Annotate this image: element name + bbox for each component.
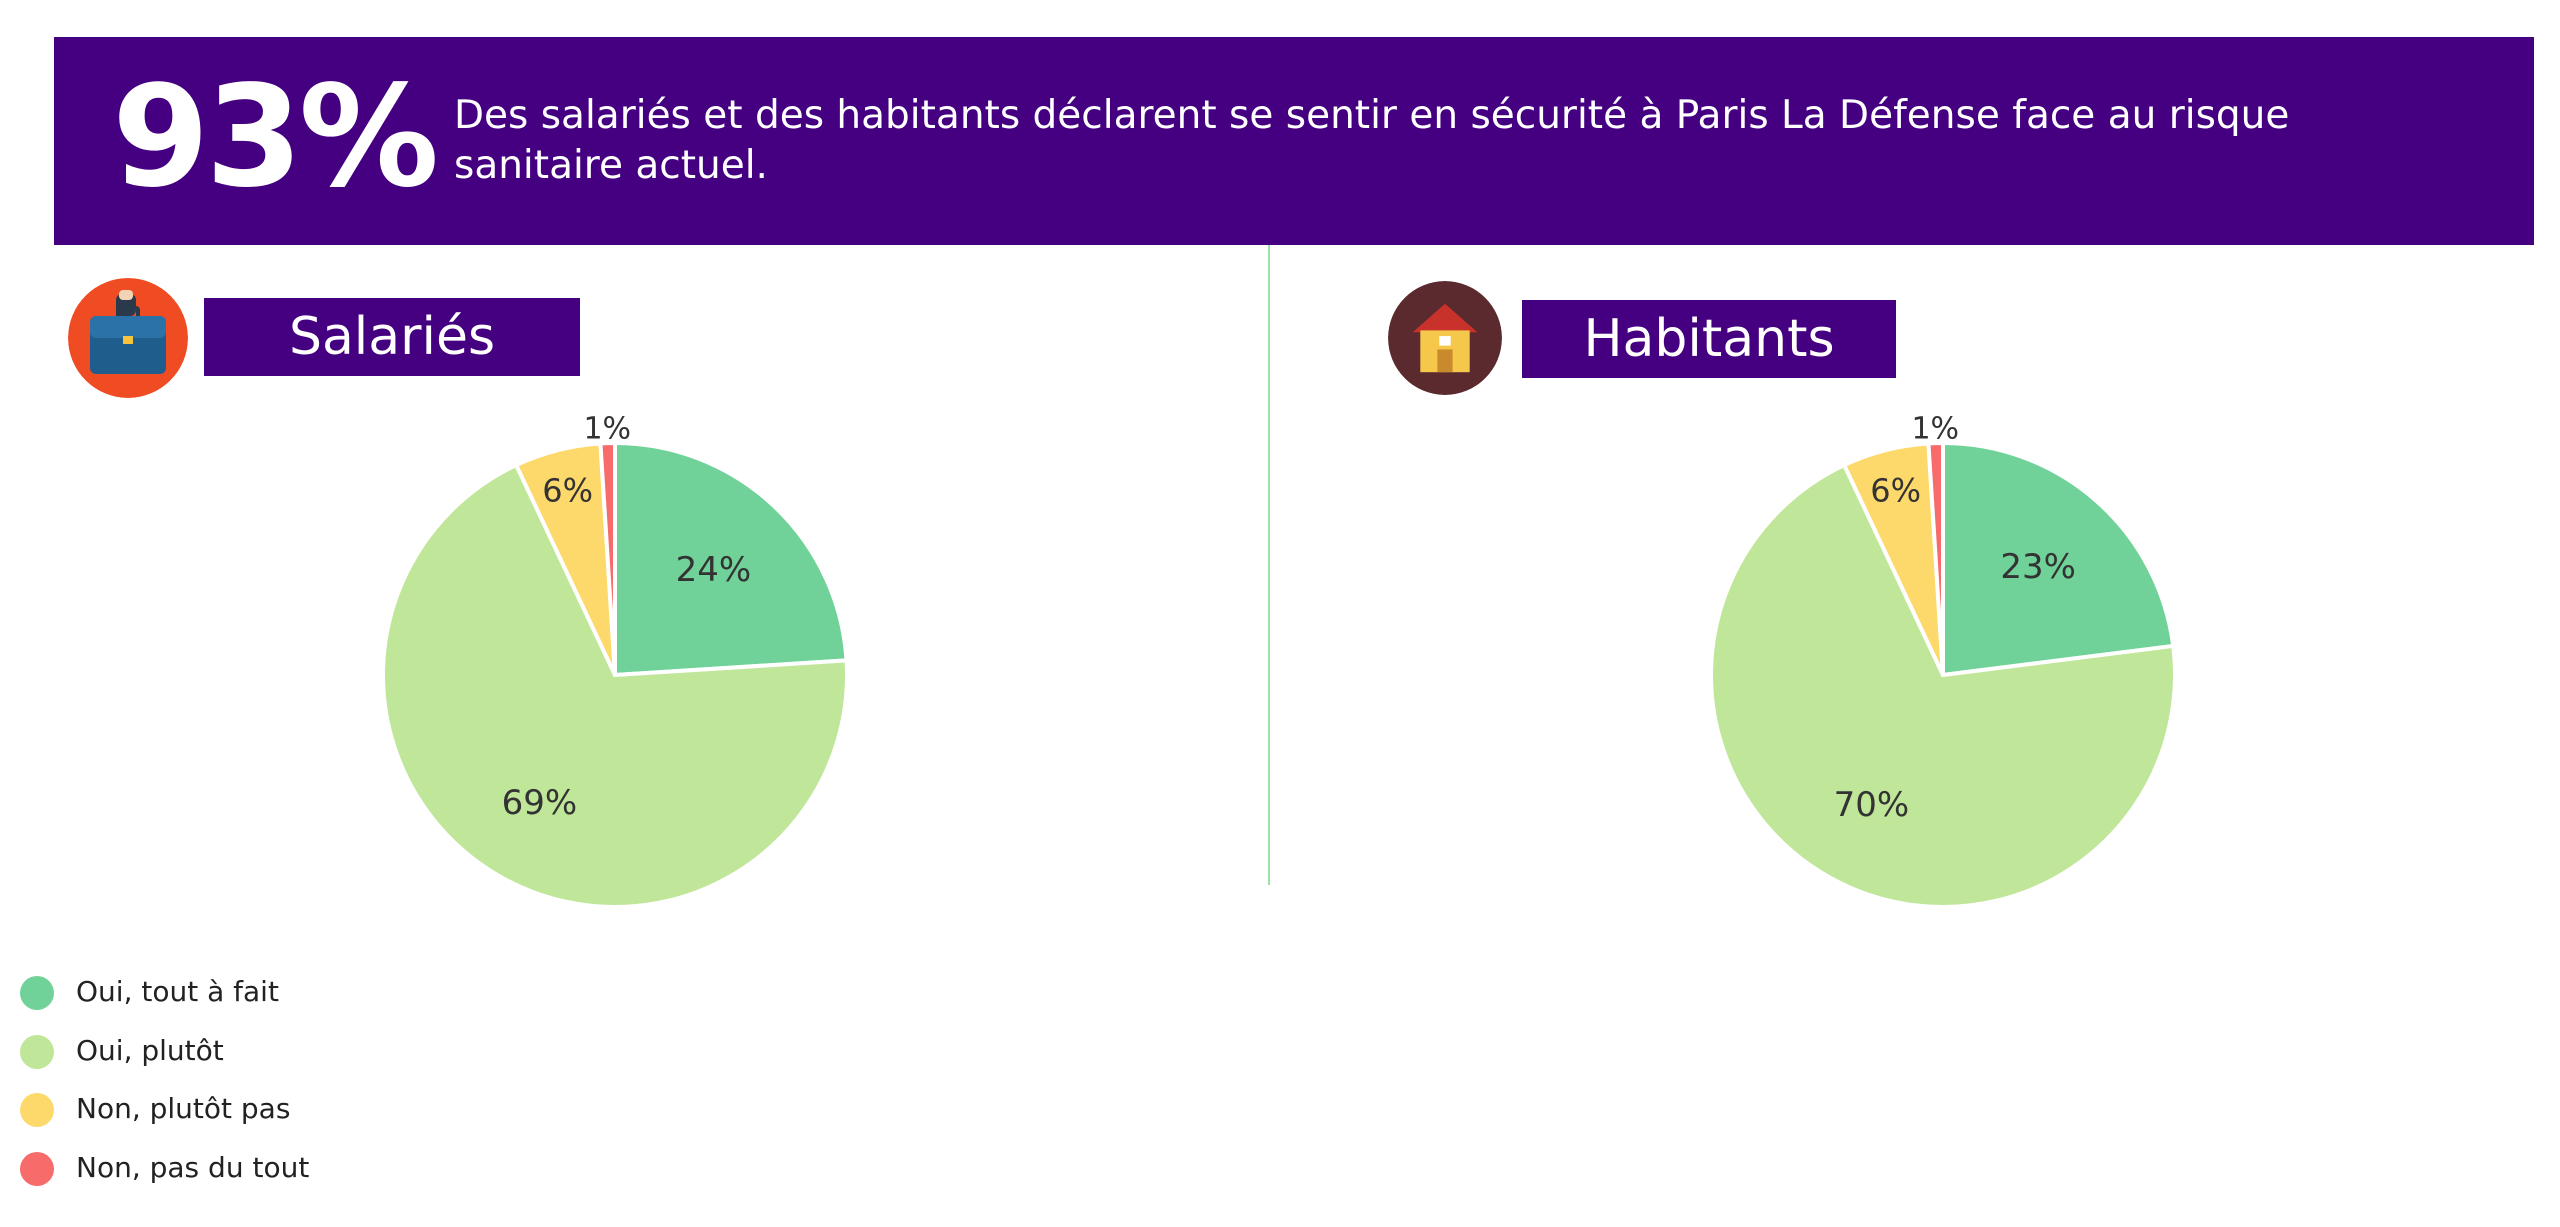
legend-label: Oui, plutôt: [76, 1033, 224, 1067]
briefcase-icon: [68, 278, 188, 398]
pie-data-label: 23%: [2000, 547, 2076, 587]
pie-data-label: 6%: [1870, 472, 1921, 510]
legend-swatch: [20, 1093, 54, 1127]
pie-data-label: 69%: [502, 783, 578, 823]
pie-slice-plutot: [1709, 463, 2177, 909]
pie-slice-tout-a-fait: [613, 441, 849, 677]
pie-data-label: 70%: [1834, 785, 1910, 825]
house-icon: [1388, 281, 1502, 395]
headline-text: Des salariés et des habitants déclarent …: [454, 91, 2354, 191]
pie-data-label: 1%: [583, 412, 631, 447]
pie-chart-habitants: 23% 70% 6% 1%: [1709, 412, 2177, 909]
legend-label: Oui, tout à fait: [76, 975, 279, 1008]
legend-label: Non, plutôt pas: [76, 1092, 291, 1125]
pie-data-label: 24%: [676, 550, 752, 590]
legend-swatch: [20, 976, 54, 1010]
headline-banner: 93% Des salariés et des habitants déclar…: [54, 37, 2534, 245]
legend-swatch: [20, 1034, 54, 1069]
legend-swatch: [20, 1151, 54, 1186]
pie-data-label: 6%: [542, 472, 593, 510]
section-divider: [1268, 245, 1270, 885]
group-label-habitants: Habitants: [1522, 300, 1896, 378]
headline-text-line-2: sanitaire actuel.: [454, 143, 768, 188]
group-label-salaries: Salariés: [204, 298, 580, 376]
pie-slice-plutot: [381, 463, 849, 909]
pie-slice-pas-du-tout: [598, 441, 617, 677]
headline-text-line-1: Des salariés et des habitants déclarent …: [454, 93, 2290, 138]
pie-chart-salaries: 24% 69% 6% 1%: [381, 412, 849, 909]
pie-slice-pas-du-tout: [1926, 441, 1945, 677]
pie-data-label: 1%: [1911, 412, 1959, 447]
legend-label: Non, pas du tout: [76, 1150, 310, 1184]
pie-slice-tout-a-fait: [1941, 441, 2176, 677]
headline-percentage: 93%: [112, 56, 439, 219]
